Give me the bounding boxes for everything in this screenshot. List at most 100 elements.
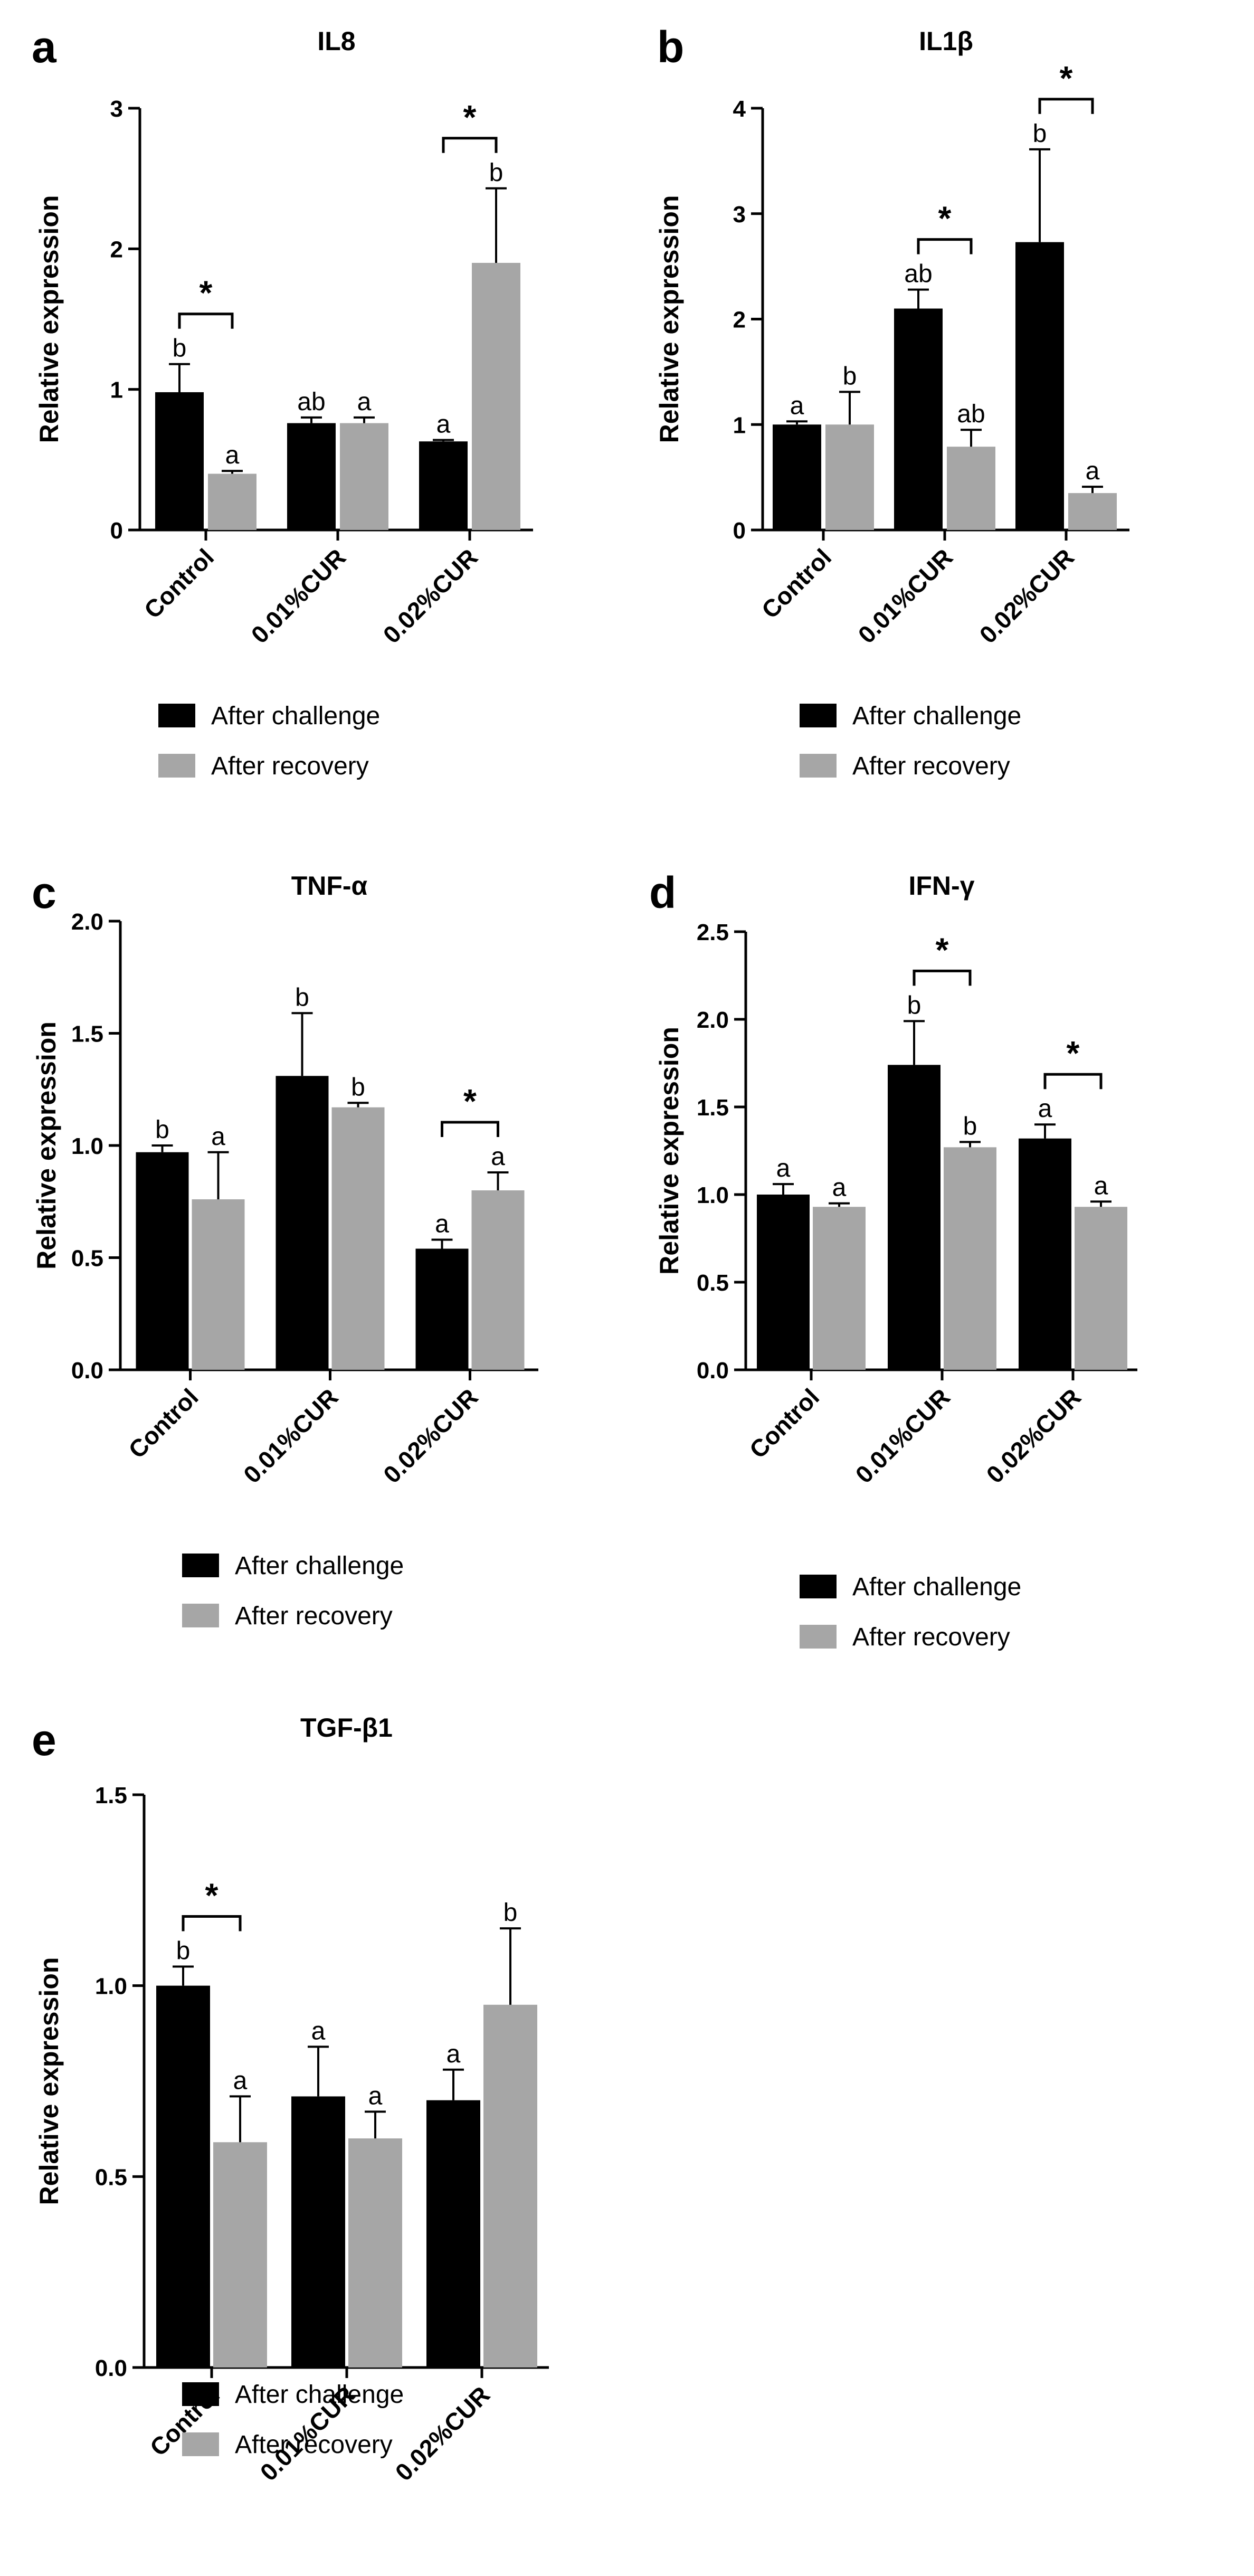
significance-bracket bbox=[178, 312, 234, 329]
bar bbox=[208, 473, 256, 530]
bar bbox=[483, 2004, 537, 2367]
chart-title: IL8 bbox=[317, 26, 355, 56]
x-tick-label: 0.01%CUR bbox=[246, 543, 351, 648]
significance-letter: b bbox=[1033, 120, 1047, 148]
y-tick-label: 2.5 bbox=[697, 920, 729, 945]
y-tick-label: 2 bbox=[733, 307, 746, 333]
bar bbox=[192, 1199, 245, 1370]
y-axis-label: Relative expression bbox=[654, 1027, 684, 1275]
significance-letter: b bbox=[295, 983, 309, 1011]
legend-swatch bbox=[800, 754, 837, 778]
x-tick-label: 0.02%CUR bbox=[390, 2381, 495, 2486]
significance-letter: ab bbox=[904, 260, 932, 288]
y-tick-label: 2 bbox=[110, 236, 123, 262]
chart-panel-c: c TNF-α 0.0 0.5 1.0 1.5 2.0 Relative expression… bbox=[32, 868, 538, 1630]
bar bbox=[1068, 493, 1117, 530]
legend-swatch bbox=[182, 2432, 219, 2456]
y-tick-label: 4 bbox=[733, 96, 746, 122]
significance-letter: a bbox=[357, 388, 372, 416]
significance-bracket bbox=[917, 238, 973, 254]
y-tick-label: 1.0 bbox=[71, 1133, 103, 1159]
significance-star: * bbox=[936, 931, 949, 969]
legend-label: After challenge bbox=[852, 1573, 1021, 1601]
legend-swatch bbox=[182, 1554, 219, 1577]
significance-star: * bbox=[200, 274, 213, 312]
significance-letter: a bbox=[225, 441, 240, 469]
significance-letter: b bbox=[173, 335, 187, 363]
legend-label: After recovery bbox=[211, 752, 369, 780]
significance-bracket bbox=[182, 1915, 242, 1931]
x-tick-label: 0.02%CUR bbox=[378, 543, 483, 648]
chart-panel-b: b IL1β 0 1 2 3 4 Relative expression Control 0.01… bbox=[654, 22, 1129, 780]
bar bbox=[888, 1065, 940, 1370]
y-tick-label: 0.5 bbox=[697, 1270, 729, 1296]
significance-star: * bbox=[1067, 1034, 1080, 1072]
bar bbox=[947, 447, 995, 530]
x-tick-label: Control bbox=[744, 1383, 824, 1463]
chart-title: TNF-α bbox=[291, 871, 368, 901]
bar bbox=[340, 423, 388, 530]
significance-letter: b bbox=[843, 362, 857, 390]
y-tick-label: 2.0 bbox=[697, 1007, 729, 1033]
bar bbox=[276, 1076, 329, 1370]
y-tick-label: 0.5 bbox=[95, 2164, 127, 2190]
significance-star: * bbox=[938, 200, 952, 238]
significance-bracket bbox=[442, 137, 498, 153]
y-tick-label: 1.5 bbox=[71, 1021, 103, 1047]
panel-letter: b bbox=[657, 22, 684, 72]
panel-letter: c bbox=[32, 868, 56, 917]
y-tick-label: 2.0 bbox=[71, 909, 103, 935]
bar bbox=[894, 308, 943, 530]
significance-letter: a bbox=[491, 1143, 505, 1171]
y-tick-label: 1 bbox=[733, 412, 746, 438]
significance-letter: a bbox=[832, 1174, 847, 1202]
significance-letter: b bbox=[963, 1112, 977, 1140]
bar bbox=[825, 424, 874, 530]
significance-bracket bbox=[441, 1121, 499, 1137]
chart-panel-d: d IFN-γ 0.0 0.5 1.0 1.5 2.0 2.5 Relative express… bbox=[649, 868, 1137, 1651]
panel-letter: e bbox=[32, 1715, 56, 1765]
significance-letter: ab bbox=[957, 400, 985, 428]
significance-letter: a bbox=[368, 2082, 383, 2110]
significance-letter: b bbox=[907, 991, 922, 1019]
panel-letter: a bbox=[32, 22, 57, 72]
significance-letter: a bbox=[233, 2067, 248, 2095]
y-tick-label: 1.0 bbox=[697, 1182, 729, 1208]
chart-title: IL1β bbox=[919, 26, 973, 56]
significance-letter: b bbox=[351, 1073, 365, 1101]
significance-letter: a bbox=[790, 392, 804, 420]
legend-label: After challenge bbox=[235, 2381, 404, 2409]
bar bbox=[944, 1147, 996, 1370]
bar bbox=[426, 2100, 480, 2367]
bar bbox=[1015, 242, 1064, 530]
y-tick-label: 0.5 bbox=[71, 1246, 103, 1272]
y-tick-label: 3 bbox=[733, 202, 746, 228]
bar bbox=[472, 262, 520, 530]
bar bbox=[287, 423, 336, 530]
x-tick-label: 0.01%CUR bbox=[850, 1383, 955, 1488]
x-tick-label: Control bbox=[123, 1383, 203, 1463]
y-axis-label: Relative expression bbox=[34, 1957, 64, 2205]
y-tick-label: 1 bbox=[110, 377, 123, 403]
legend-label: After recovery bbox=[235, 1602, 393, 1630]
significance-letter: b bbox=[504, 1899, 518, 1927]
bar bbox=[419, 441, 468, 530]
significance-letter: b bbox=[489, 159, 504, 187]
legend-swatch bbox=[158, 754, 195, 778]
significance-star: * bbox=[463, 1082, 477, 1120]
legend-swatch bbox=[182, 1604, 219, 1627]
y-axis-label: Relative expression bbox=[654, 195, 684, 443]
bar bbox=[415, 1248, 469, 1370]
significance-letter: a bbox=[1038, 1095, 1052, 1123]
chart-title: IFN-γ bbox=[909, 871, 975, 901]
significance-star: * bbox=[1060, 59, 1073, 97]
bar bbox=[156, 1985, 210, 2367]
bar bbox=[331, 1107, 385, 1370]
y-tick-label: 1.0 bbox=[95, 1974, 127, 2000]
bar bbox=[1075, 1207, 1127, 1370]
legend-label: After challenge bbox=[852, 702, 1021, 730]
bar bbox=[136, 1152, 189, 1370]
significance-letter: b bbox=[176, 1937, 191, 1965]
